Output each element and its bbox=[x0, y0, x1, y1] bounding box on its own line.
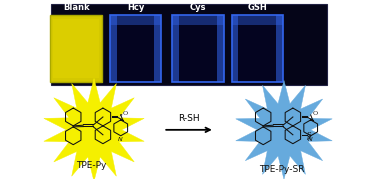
FancyBboxPatch shape bbox=[217, 15, 224, 82]
Polygon shape bbox=[44, 78, 144, 180]
Text: N: N bbox=[307, 137, 312, 142]
Text: O: O bbox=[313, 111, 318, 116]
FancyBboxPatch shape bbox=[172, 15, 179, 82]
FancyBboxPatch shape bbox=[51, 15, 102, 82]
Text: Hcy: Hcy bbox=[127, 3, 144, 12]
FancyBboxPatch shape bbox=[53, 19, 99, 78]
Text: GSH: GSH bbox=[247, 3, 267, 12]
FancyBboxPatch shape bbox=[172, 15, 224, 25]
FancyBboxPatch shape bbox=[110, 15, 117, 82]
Text: R: R bbox=[307, 136, 311, 141]
FancyBboxPatch shape bbox=[154, 15, 161, 82]
FancyBboxPatch shape bbox=[110, 15, 161, 82]
Text: TPE-Py: TPE-Py bbox=[76, 161, 106, 170]
Polygon shape bbox=[236, 80, 332, 179]
Text: R-SH: R-SH bbox=[178, 114, 200, 123]
FancyBboxPatch shape bbox=[51, 4, 327, 85]
FancyBboxPatch shape bbox=[110, 15, 161, 25]
Text: N: N bbox=[118, 137, 122, 142]
Text: O: O bbox=[123, 111, 128, 116]
FancyBboxPatch shape bbox=[172, 15, 224, 82]
FancyBboxPatch shape bbox=[232, 15, 283, 25]
Text: TPE-Py-SR: TPE-Py-SR bbox=[259, 165, 305, 174]
FancyBboxPatch shape bbox=[232, 15, 239, 82]
FancyBboxPatch shape bbox=[276, 15, 283, 82]
Text: Cys: Cys bbox=[190, 3, 206, 12]
FancyBboxPatch shape bbox=[232, 15, 283, 82]
Text: Blank: Blank bbox=[63, 3, 90, 12]
Text: S: S bbox=[306, 131, 311, 139]
